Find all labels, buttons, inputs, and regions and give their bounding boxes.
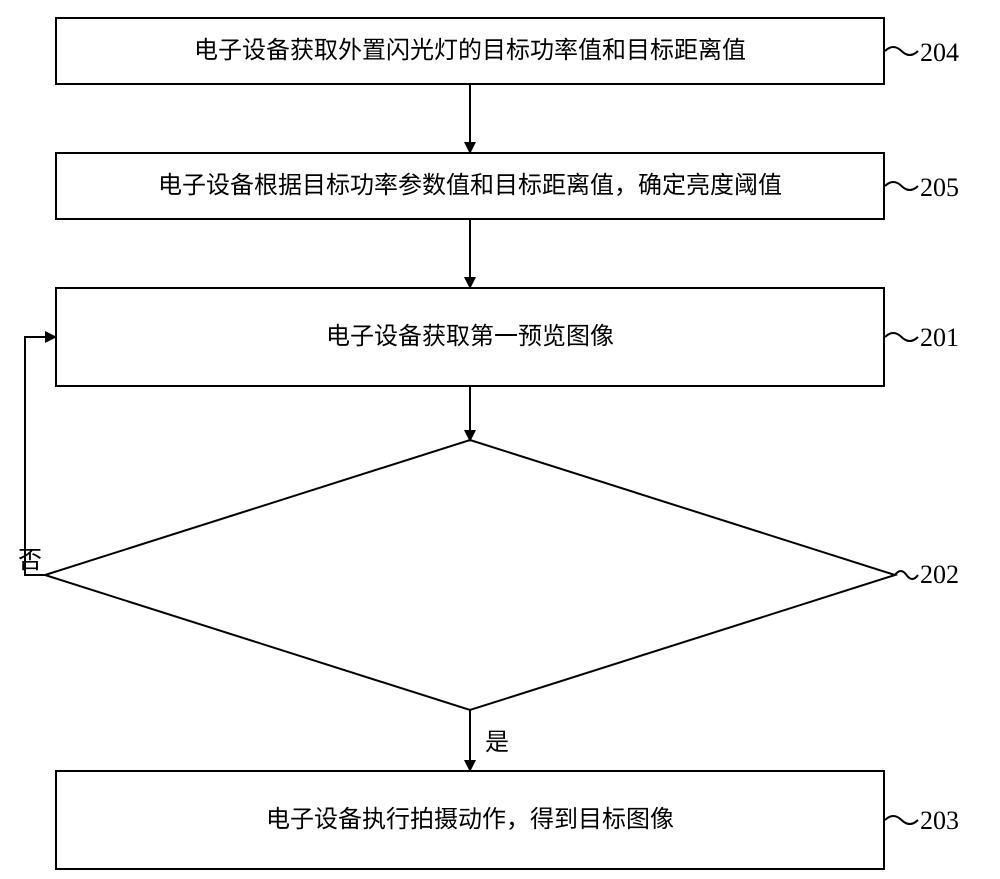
edge-label-yes: 是: [485, 722, 509, 757]
process-box-204: 电子设备获取外置闪光灯的目标功率值和目标距离值: [55, 17, 885, 85]
process-box-205-text: 电子设备根据目标功率参数值和目标距离值，确定亮度阈值: [148, 165, 792, 208]
flowchart-canvas: 电子设备获取外置闪光灯的目标功率值和目标距离值 电子设备根据目标功率参数值和目标…: [0, 0, 1000, 879]
step-label-202: 202: [920, 560, 959, 590]
process-box-205: 电子设备根据目标功率参数值和目标距离值，确定亮度阈值: [55, 152, 885, 220]
step-label-204: 204: [920, 38, 959, 68]
process-box-201-text: 电子设备获取第一预览图像: [316, 316, 624, 359]
process-box-203-text: 电子设备执行拍摄动作，得到目标图像: [256, 799, 684, 842]
step-label-201: 201: [920, 323, 959, 353]
process-box-201: 电子设备获取第一预览图像: [55, 287, 885, 387]
process-box-203: 电子设备执行拍摄动作，得到目标图像: [55, 770, 885, 870]
step-label-203: 203: [920, 806, 959, 836]
decision-text: 电子设备检测第一预览图像的亮度是否大于第二预览图像的亮度，以及亮度差值是否大于亮…: [207, 491, 734, 658]
process-box-204-text: 电子设备获取外置闪光灯的目标功率值和目标距离值: [184, 30, 756, 73]
step-label-205: 205: [920, 173, 959, 203]
edge-label-no: 否: [18, 540, 42, 575]
